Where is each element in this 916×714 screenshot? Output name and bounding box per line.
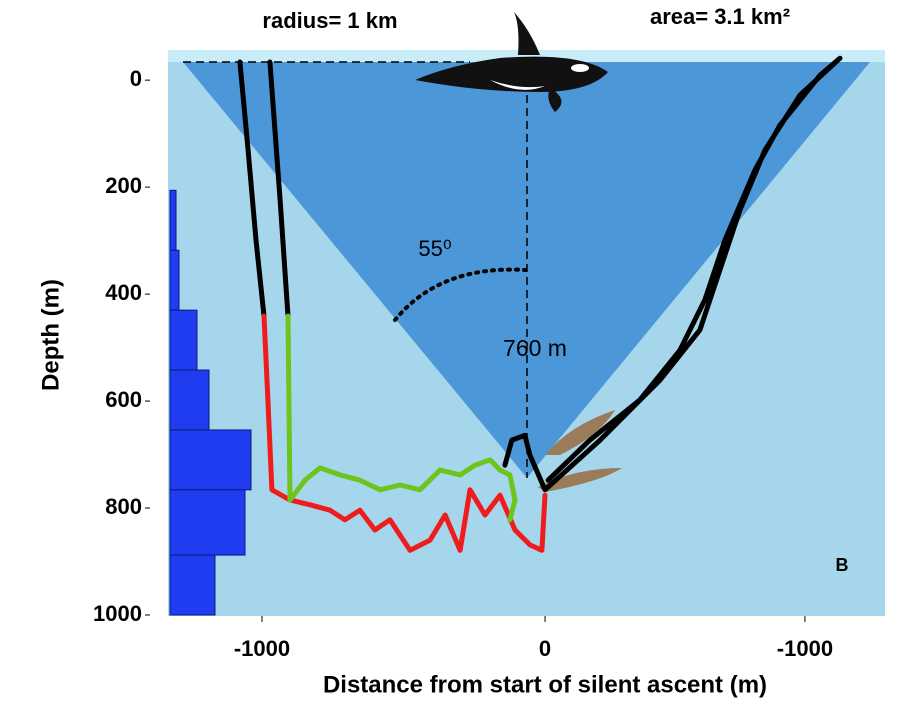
beaked-whales [538,410,622,492]
water-surface [168,50,885,62]
y-axis-title: Depth (m) [37,279,64,391]
x-axis-title: Distance from start of silent ascent (m) [323,671,767,698]
histogram-bar [169,554,216,616]
angle-arc [393,267,527,322]
x-tick-label: 0 [539,636,551,661]
histogram-bar [169,489,246,556]
y-tick-label: 1000 [93,601,142,626]
angle-label: 55⁰ [418,236,451,261]
depth-label: 760 m [503,335,567,361]
area-label: area= 3.1 km² [650,4,790,29]
x-tick-label: -1000 [777,636,833,661]
killer-whale [415,12,608,112]
panel-label: B [836,555,849,575]
histogram-bar [169,429,252,491]
dive-track [237,59,267,319]
y-tick-label: 0 [130,66,142,91]
dive-track [502,55,843,493]
histogram-bar [169,309,198,371]
histogram-bar [169,189,177,251]
dive-track [267,59,291,319]
dive-track [285,313,518,523]
y-tick-label: 800 [105,494,142,519]
y-tick-label: 600 [105,387,142,412]
y-tick-label: 400 [105,280,142,305]
histogram-bar [169,369,210,431]
radius-label: radius= 1 km [262,8,397,33]
x-tick-label: -1000 [234,636,290,661]
histogram-bar [169,249,180,311]
y-tick-label: 200 [105,173,142,198]
